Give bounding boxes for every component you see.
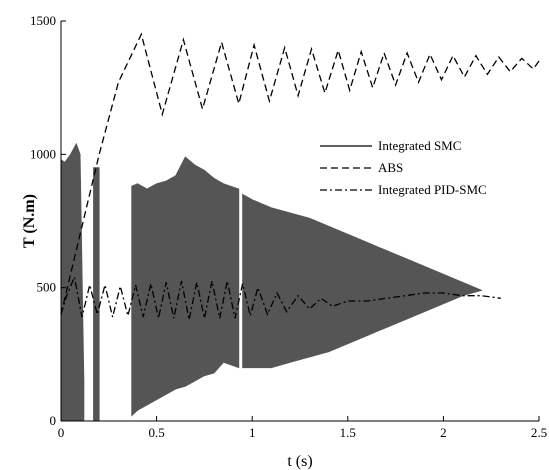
axes: 0 0.5 1 1.5 2 2.5 0 500 1000 1500 t (s) T (N.m): [21, 13, 547, 470]
series-line-abs: [60, 32, 540, 315]
plot-area: [60, 32, 540, 422]
x-tick-label: 1: [249, 425, 256, 440]
y-axis-label: T (N.m): [21, 194, 38, 248]
x-tick-label: 1.5: [340, 425, 356, 440]
y-tick-label: 1000: [30, 146, 56, 161]
x-tick-label: 0.5: [148, 425, 164, 440]
series-integrated-smc-band-3: [242, 193, 483, 369]
legend-label-integrated-pid-smc: Integrated PID-SMC: [378, 182, 487, 197]
series-integrated-smc-band-1: [93, 167, 100, 422]
series-line-integrated-pid-smc: [60, 274, 501, 320]
x-tick-label: 2.5: [531, 425, 547, 440]
x-tick-label: 0: [58, 425, 65, 440]
y-tick-label: 1500: [30, 13, 56, 28]
legend-label-abs: ABS: [378, 160, 403, 175]
y-tick-label: 500: [37, 280, 57, 295]
x-axis-label: t (s): [287, 453, 312, 470]
legend: Integrated SMC ABS Integrated PID-SMC: [320, 138, 487, 197]
legend-label-integrated-smc: Integrated SMC: [378, 138, 461, 153]
series-integrated-smc-band-2: [131, 156, 240, 417]
y-tick-label: 0: [50, 413, 57, 428]
x-tick-label: 2: [440, 425, 447, 440]
